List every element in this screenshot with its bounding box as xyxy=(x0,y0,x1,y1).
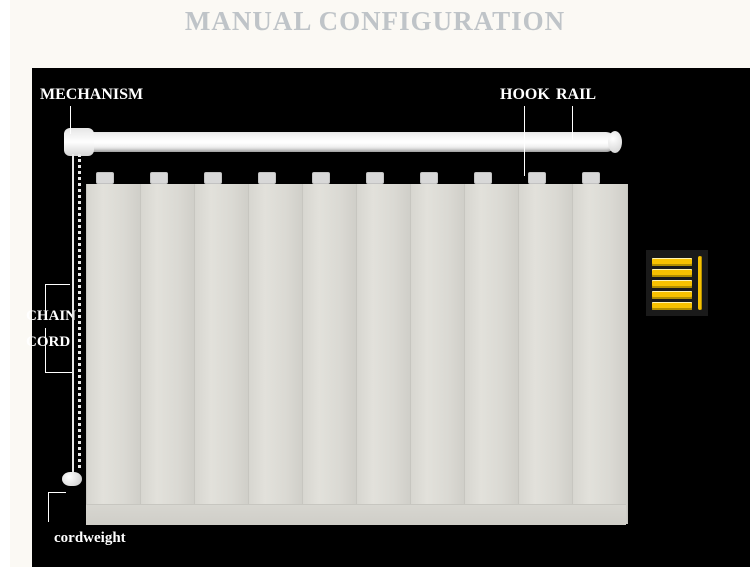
blind-slat xyxy=(572,184,628,524)
blind-slat xyxy=(464,184,520,524)
control-icon-slat xyxy=(652,269,692,277)
control-icon[interactable] xyxy=(646,250,708,316)
hook-clip xyxy=(528,172,546,184)
hook-clip xyxy=(474,172,492,184)
blind-slat xyxy=(518,184,574,524)
hook-clip xyxy=(258,172,276,184)
label-chain: CHAIN xyxy=(26,308,76,325)
label-cordweight: cordweight xyxy=(54,530,126,547)
rail xyxy=(68,132,616,152)
control-icon-slat xyxy=(652,291,692,299)
control-icon-slat xyxy=(652,258,692,266)
blind-slat xyxy=(302,184,358,524)
diagram-canvas: MECHANISMHOOKRAILCHAINCORDcordweight xyxy=(32,68,750,567)
pointer-cord-h xyxy=(45,372,72,373)
bead-chain xyxy=(78,154,81,468)
blind-slat xyxy=(410,184,466,524)
blind-slat xyxy=(86,184,142,524)
pull-cord xyxy=(72,154,74,476)
page-title: MANUAL CONFIGURATION xyxy=(0,6,750,37)
rail-end-cap xyxy=(608,131,622,153)
pointer-cord-v xyxy=(45,328,46,372)
hook-clip xyxy=(312,172,330,184)
pointer-rail xyxy=(572,106,573,140)
blind-slat xyxy=(356,184,412,524)
blind-slat xyxy=(194,184,250,524)
pointer-cordweight-h xyxy=(48,492,66,493)
pointer-chain-h xyxy=(45,284,70,285)
pointer-hook xyxy=(524,106,525,176)
hook-clip xyxy=(204,172,222,184)
control-icon-wand xyxy=(698,256,702,310)
hook-clip xyxy=(420,172,438,184)
label-mechanism: MECHANISM xyxy=(40,86,143,104)
pointer-cordweight-v xyxy=(48,492,49,522)
control-icon-slat xyxy=(652,280,692,288)
label-hook: HOOK xyxy=(500,86,550,104)
cord-weight xyxy=(62,472,82,486)
label-rail: RAIL xyxy=(556,86,596,104)
blind-slat xyxy=(248,184,304,524)
label-cord: CORD xyxy=(26,334,70,351)
blind-slat xyxy=(140,184,196,524)
pointer-mechanism xyxy=(70,106,71,134)
pointer-chain-v xyxy=(45,284,46,316)
slat-hem xyxy=(86,504,626,525)
control-icon-slat xyxy=(652,302,692,310)
hook-clip xyxy=(96,172,114,184)
hook-clip xyxy=(582,172,600,184)
hook-clip xyxy=(366,172,384,184)
hook-clip xyxy=(150,172,168,184)
mechanism xyxy=(64,128,94,156)
